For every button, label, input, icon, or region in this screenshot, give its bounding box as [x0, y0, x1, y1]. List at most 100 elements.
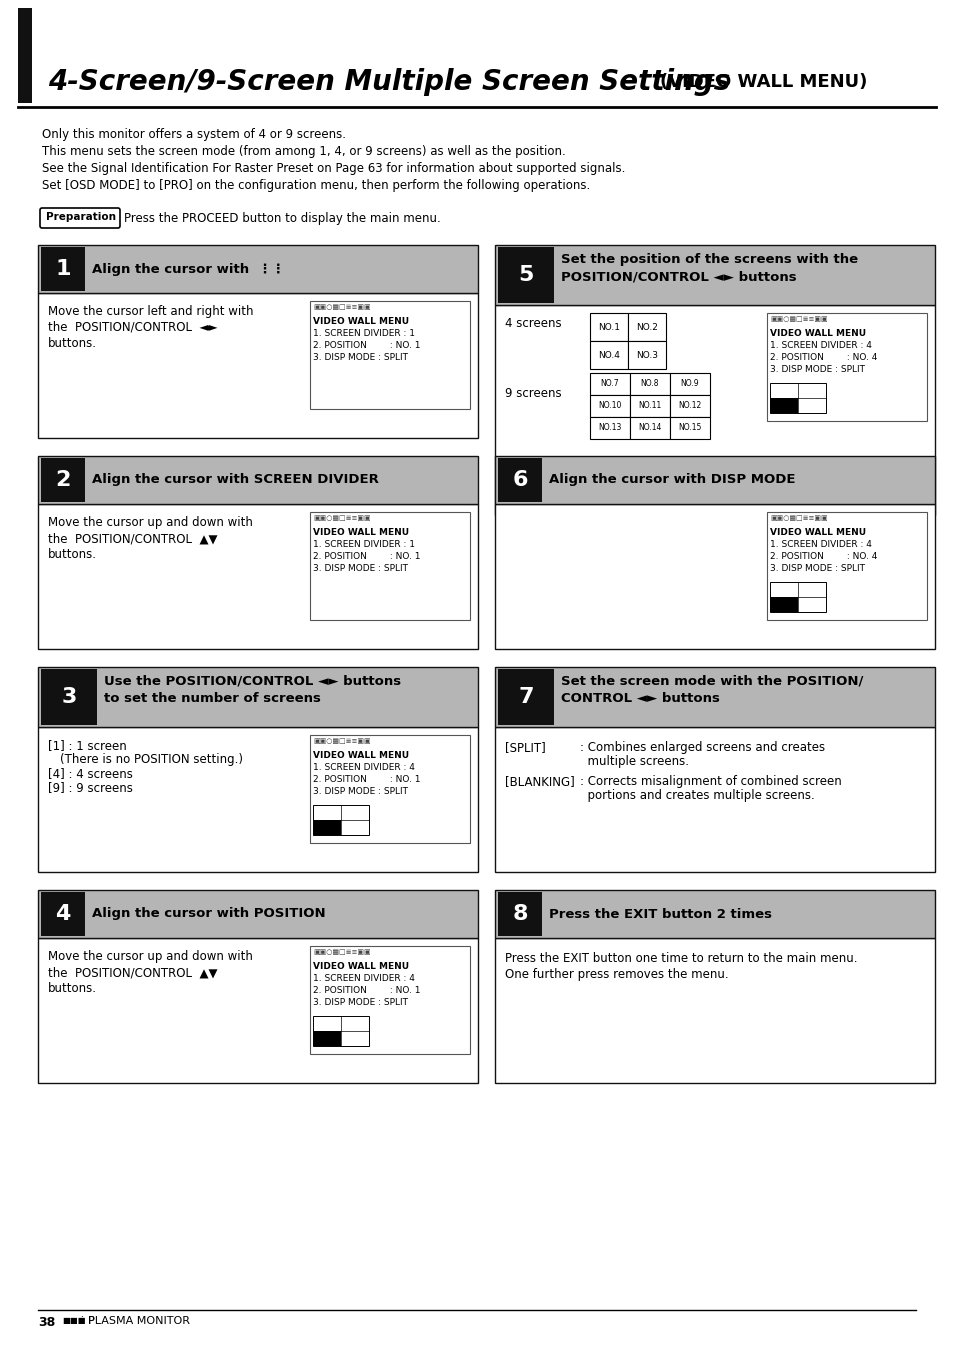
Text: 7: 7	[517, 688, 533, 707]
Bar	[627, 313, 665, 340]
Text: buttons.: buttons.	[48, 982, 97, 994]
Bar	[629, 373, 669, 394]
Bar	[38, 293, 477, 438]
Bar	[495, 245, 934, 305]
Text: 2: 2	[55, 470, 71, 490]
Bar	[38, 890, 477, 938]
Text: 4: 4	[55, 904, 71, 924]
Bar	[495, 457, 934, 504]
Text: to set the number of screens: to set the number of screens	[104, 693, 320, 705]
Text: 1. SCREEN DIVIDER : 4: 1. SCREEN DIVIDER : 4	[769, 540, 871, 549]
Bar	[495, 504, 934, 648]
Text: 1. SCREEN DIVIDER : 4: 1. SCREEN DIVIDER : 4	[769, 340, 871, 350]
Bar	[310, 946, 470, 1054]
Text: 2. POSITION        : NO. 1: 2. POSITION : NO. 1	[313, 553, 420, 561]
Bar	[769, 582, 825, 612]
Bar	[589, 394, 629, 417]
Text: Move the cursor left and right with: Move the cursor left and right with	[48, 305, 253, 317]
Text: ▣▣○▦□≣≡▣▣: ▣▣○▦□≣≡▣▣	[313, 738, 370, 744]
Text: NO.15: NO.15	[678, 423, 701, 432]
Text: NO.2: NO.2	[636, 323, 658, 331]
Text: [BLANKING]: [BLANKING]	[504, 775, 574, 788]
Text: One further press removes the menu.: One further press removes the menu.	[504, 969, 728, 981]
Text: NO.1: NO.1	[598, 323, 619, 331]
Text: : Corrects misalignment of combined screen: : Corrects misalignment of combined scre…	[579, 775, 841, 788]
Text: (There is no POSITION setting.): (There is no POSITION setting.)	[60, 753, 243, 766]
Bar	[769, 382, 825, 413]
Text: Only this monitor offers a system of 4 or 9 screens.: Only this monitor offers a system of 4 o…	[42, 128, 346, 141]
Bar	[313, 1016, 369, 1046]
Text: VIDEO WALL MENU: VIDEO WALL MENU	[313, 962, 409, 971]
Text: 2. POSITION        : NO. 4: 2. POSITION : NO. 4	[769, 353, 877, 362]
Bar	[589, 373, 629, 394]
Text: VIDEO WALL MENU: VIDEO WALL MENU	[769, 528, 865, 536]
Text: buttons.: buttons.	[48, 549, 97, 561]
Bar	[38, 504, 477, 648]
Bar	[497, 892, 541, 936]
Text: NO.13: NO.13	[598, 423, 621, 432]
Text: Align the cursor with SCREEN DIVIDER: Align the cursor with SCREEN DIVIDER	[91, 473, 378, 486]
Text: PLASMA MONITOR: PLASMA MONITOR	[88, 1316, 190, 1325]
Bar	[497, 247, 554, 303]
Bar	[766, 313, 926, 422]
Text: Align the cursor with  ⋮⋮: Align the cursor with ⋮⋮	[91, 262, 285, 276]
Bar	[495, 727, 934, 871]
Text: Preparation: Preparation	[46, 212, 116, 222]
Text: 6: 6	[512, 470, 527, 490]
Text: VIDEO WALL MENU: VIDEO WALL MENU	[313, 317, 409, 326]
Text: NO.4: NO.4	[598, 350, 619, 359]
Text: [4] : 4 screens: [4] : 4 screens	[48, 767, 132, 780]
Bar	[495, 890, 934, 938]
Text: NO.3: NO.3	[636, 350, 658, 359]
Text: NO.12: NO.12	[678, 401, 700, 411]
Text: 3. DISP MODE : SPLIT: 3. DISP MODE : SPLIT	[313, 788, 408, 796]
Bar	[497, 458, 541, 503]
Text: 2. POSITION        : NO. 1: 2. POSITION : NO. 1	[313, 340, 420, 350]
Text: CONTROL ◄► buttons: CONTROL ◄► buttons	[560, 693, 720, 705]
Bar	[766, 512, 926, 620]
Text: buttons.: buttons.	[48, 336, 97, 350]
Text: Press the EXIT button 2 times: Press the EXIT button 2 times	[548, 908, 771, 920]
Text: [SPLIT]: [SPLIT]	[504, 740, 545, 754]
Bar	[497, 669, 554, 725]
Text: Press the EXIT button one time to return to the main menu.: Press the EXIT button one time to return…	[504, 952, 857, 965]
Bar	[669, 417, 709, 439]
Bar	[629, 394, 669, 417]
Text: [9] : 9 screens: [9] : 9 screens	[48, 781, 132, 794]
Bar	[41, 247, 85, 290]
Text: 8: 8	[512, 904, 527, 924]
Text: Set [OSD MODE] to [PRO] on the configuration menu, then perform the following op: Set [OSD MODE] to [PRO] on the configura…	[42, 178, 590, 192]
Text: 3. DISP MODE : SPLIT: 3. DISP MODE : SPLIT	[769, 563, 864, 573]
Text: 3. DISP MODE : SPLIT: 3. DISP MODE : SPLIT	[313, 998, 408, 1006]
Bar	[495, 305, 934, 515]
Bar	[310, 735, 470, 843]
Text: 1. SCREEN DIVIDER : 4: 1. SCREEN DIVIDER : 4	[313, 763, 415, 771]
Text: 1. SCREEN DIVIDER : 4: 1. SCREEN DIVIDER : 4	[313, 974, 415, 984]
Bar	[38, 938, 477, 1084]
Text: Move the cursor up and down with: Move the cursor up and down with	[48, 516, 253, 530]
Text: Move the cursor up and down with: Move the cursor up and down with	[48, 950, 253, 963]
Text: 3. DISP MODE : SPLIT: 3. DISP MODE : SPLIT	[313, 353, 408, 362]
Bar	[589, 340, 627, 369]
Text: 5: 5	[517, 265, 533, 285]
Text: VIDEO WALL MENU: VIDEO WALL MENU	[313, 751, 409, 761]
Text: 4 screens: 4 screens	[504, 317, 561, 330]
Text: ▣▣○▦□≣≡▣▣: ▣▣○▦□≣≡▣▣	[769, 515, 827, 521]
Bar	[41, 458, 85, 503]
Text: See the Signal Identification For Raster Preset on Page 63 for information about: See the Signal Identification For Raster…	[42, 162, 625, 176]
Bar	[310, 301, 470, 409]
Bar	[18, 8, 32, 103]
Text: NO.11: NO.11	[638, 401, 661, 411]
Text: 3. DISP MODE : SPLIT: 3. DISP MODE : SPLIT	[313, 563, 408, 573]
Text: POSITION/CONTROL ◄► buttons: POSITION/CONTROL ◄► buttons	[560, 270, 796, 284]
Text: This menu sets the screen mode (from among 1, 4, or 9 screens) as well as the po: This menu sets the screen mode (from amo…	[42, 145, 565, 158]
Text: 9 screens: 9 screens	[504, 386, 561, 400]
Text: ▣▣○▦□≣≡▣▣: ▣▣○▦□≣≡▣▣	[313, 515, 370, 521]
Text: the  POSITION/CONTROL  ▲▼: the POSITION/CONTROL ▲▼	[48, 966, 217, 979]
Text: P: P	[88, 1316, 94, 1325]
Text: ▣▣○▦□≣≡▣▣: ▣▣○▦□≣≡▣▣	[313, 304, 370, 309]
Text: NO.7: NO.7	[600, 380, 618, 389]
Text: NO.8: NO.8	[640, 380, 659, 389]
Text: 2. POSITION        : NO. 4: 2. POSITION : NO. 4	[769, 553, 877, 561]
Bar	[495, 667, 934, 727]
